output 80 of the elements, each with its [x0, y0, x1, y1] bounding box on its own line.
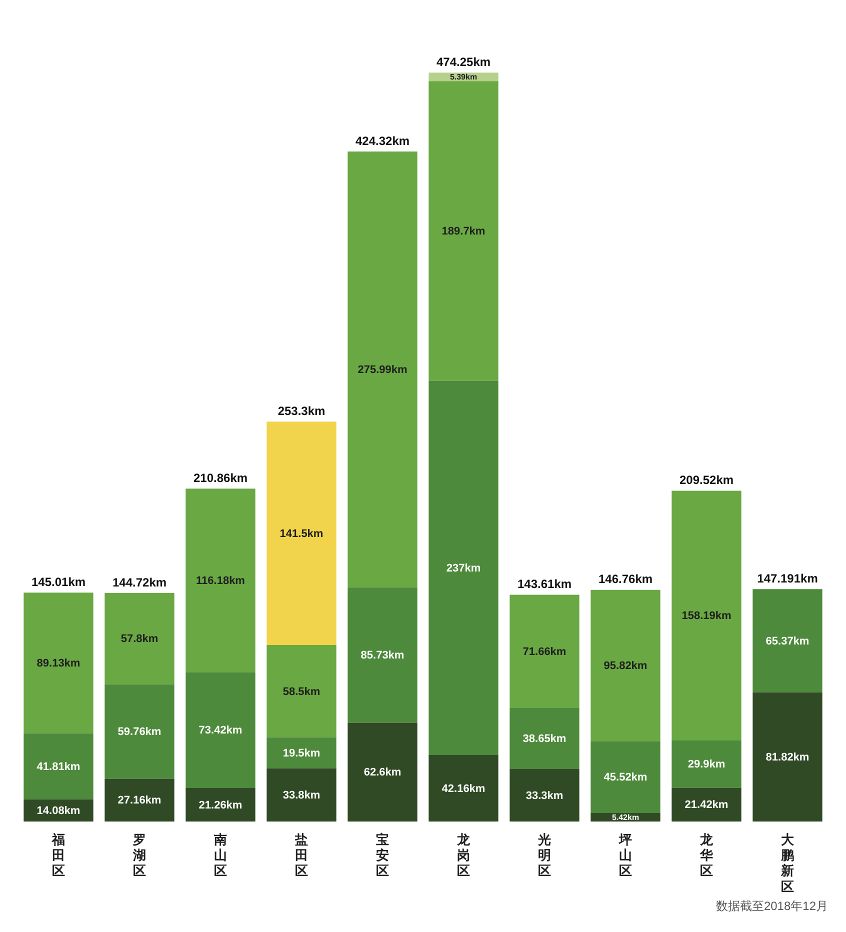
x-tick-label: 龙岗区: [456, 832, 471, 878]
data-label: 158.19km: [682, 610, 732, 622]
x-tick-label: 大鹏新区: [780, 832, 795, 894]
data-label: 19.5km: [282, 747, 320, 760]
data-label: 89.13km: [36, 657, 80, 670]
data-label: 14.08km: [36, 805, 80, 818]
data-label: 237km: [446, 562, 481, 574]
bar: [672, 788, 742, 822]
data-label: 27.16km: [118, 794, 162, 807]
data-label: 38.65km: [522, 733, 566, 746]
bar: [348, 587, 418, 723]
data-label: 33.3km: [526, 790, 564, 802]
data-label: 5.39km: [450, 72, 478, 82]
data-label: 57.8km: [120, 633, 158, 646]
total-label: 145.01km: [31, 574, 86, 589]
bar: [186, 488, 256, 672]
bar: [428, 755, 498, 822]
data-label: 275.99km: [358, 364, 408, 376]
data-label: 5.42km: [612, 813, 640, 822]
bar: [672, 740, 742, 788]
total-label: 253.3km: [278, 404, 326, 418]
bar: [266, 645, 336, 738]
bar: [266, 768, 336, 822]
total-label: 144.72km: [112, 575, 167, 590]
bar: [428, 81, 498, 381]
data-label: 65.37km: [766, 635, 810, 648]
data-label: 45.52km: [604, 772, 648, 784]
data-label: 29.9km: [688, 758, 726, 771]
bar: [428, 380, 498, 756]
bar: [590, 741, 660, 814]
data-label: 21.26km: [198, 799, 242, 812]
bar: [510, 594, 580, 708]
x-tick-label: 光明区: [537, 832, 551, 878]
data-label: 81.82km: [766, 752, 810, 764]
total-label: 424.32km: [355, 134, 410, 148]
data-label: 141.5km: [280, 528, 324, 540]
x-tick-label: 罗湖区: [132, 832, 146, 878]
total-label: 143.61km: [517, 577, 572, 592]
bar: [266, 737, 336, 768]
data-label: 42.16km: [442, 782, 486, 795]
bar: [752, 589, 822, 692]
bar: [186, 788, 256, 822]
bar: [104, 593, 174, 684]
bar: [104, 778, 174, 822]
bar: [510, 708, 580, 770]
data-label: 71.66km: [522, 646, 566, 658]
x-tick-label: 福田区: [51, 832, 65, 878]
total-label: 146.76km: [598, 572, 653, 586]
data-label: 95.82km: [604, 660, 648, 672]
x-tick-label: 盐田区: [294, 832, 308, 878]
data-label: 41.81km: [36, 760, 80, 773]
data-label: 62.6km: [364, 766, 402, 779]
total-label: 210.86km: [193, 470, 248, 485]
bar: [752, 692, 822, 822]
text: 数据截至2018年12月: [714, 898, 829, 915]
data-label: 73.42km: [198, 724, 242, 737]
bar: [266, 422, 336, 646]
bar: [348, 152, 418, 588]
total-label: 474.25km: [436, 54, 491, 69]
bar: [672, 490, 742, 741]
bar: [510, 769, 580, 822]
bar: [24, 592, 94, 734]
x-tick-label: 南山区: [213, 832, 227, 878]
data-label: 116.18km: [196, 574, 246, 587]
bar: [104, 684, 174, 779]
data-label: 189.7km: [442, 225, 486, 238]
data-label: 85.73km: [360, 650, 404, 662]
bar: [186, 672, 256, 788]
bar: [348, 722, 418, 822]
x-tick-label: 坪山区: [618, 832, 632, 878]
x-tick-label: 龙华区: [699, 832, 714, 878]
bar: [24, 733, 94, 800]
data-label: 58.5km: [282, 686, 320, 698]
data-label: 21.42km: [684, 799, 728, 812]
data-label: 33.8km: [282, 789, 320, 802]
bar: [590, 590, 660, 742]
data-label: 59.76km: [118, 726, 162, 738]
total-label: 147.191km: [757, 571, 818, 586]
total-label: 209.52km: [679, 473, 734, 488]
x-tick-label: 宝安区: [376, 832, 389, 878]
